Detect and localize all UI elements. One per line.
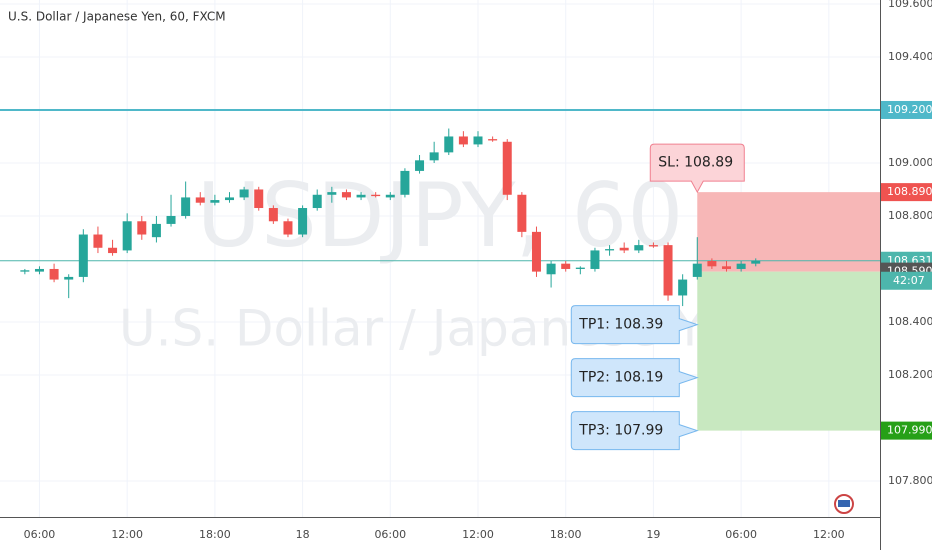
callout-box <box>570 305 699 345</box>
target-zone <box>697 271 880 431</box>
icon-flag <box>838 500 850 507</box>
candle-body <box>225 197 235 201</box>
y-tick-label: 109.000 <box>888 156 932 169</box>
candle-body <box>20 270 30 272</box>
countdown-box <box>881 271 932 290</box>
candle-body <box>429 152 439 161</box>
candle-body <box>327 192 337 195</box>
x-tick-label: 06:00 <box>374 528 406 541</box>
y-tick-label: 108.400 <box>888 315 932 328</box>
candle-body <box>663 245 673 296</box>
candle-body <box>648 245 658 247</box>
x-tick-label: 18:00 <box>550 528 582 541</box>
candle-body <box>400 170 410 195</box>
candle-body <box>312 194 322 209</box>
x-tick-label: 19 <box>646 528 660 541</box>
candle-body <box>283 221 293 235</box>
candle-body <box>356 194 366 198</box>
axis-labels: 109.600 109.400 109.000 108.800 108.400 108.2… <box>24 0 932 541</box>
candle-body <box>458 136 468 145</box>
x-tick-label: 18:00 <box>199 528 231 541</box>
price-label-box <box>881 183 932 202</box>
callout-label: SL: 108.89 <box>658 155 733 171</box>
price-label-box <box>881 421 932 440</box>
callout-box <box>570 358 699 398</box>
candle-body <box>473 136 483 145</box>
callout-box <box>649 143 745 194</box>
x-tick-label: 06:00 <box>725 528 757 541</box>
candle-body <box>34 268 44 272</box>
candle-body <box>108 247 118 254</box>
candle-body <box>371 194 381 197</box>
candle-body <box>268 208 278 222</box>
candle-body <box>561 263 571 269</box>
candle-body <box>49 268 59 280</box>
candle-body <box>415 160 425 171</box>
y-tick-label: 109.600 <box>888 0 932 10</box>
candle-body <box>722 266 732 269</box>
x-tick-label: 12:00 <box>111 528 143 541</box>
logo-icon <box>834 494 854 514</box>
time-axis <box>0 517 880 550</box>
candle-body <box>137 221 147 235</box>
candle-body <box>151 223 161 238</box>
y-tick-label: 109.400 <box>888 50 932 63</box>
grid <box>0 0 880 517</box>
candle-body <box>692 263 702 277</box>
price-label: 108.890 <box>887 185 932 198</box>
candle-body <box>751 260 761 264</box>
candle-body <box>575 267 585 269</box>
candle-body <box>298 208 308 235</box>
callout-box <box>570 411 699 451</box>
candle-body <box>736 263 746 269</box>
candle-body <box>531 231 541 272</box>
candle-body <box>341 192 351 198</box>
candle-body <box>488 139 498 141</box>
candle-body <box>64 276 74 280</box>
watermark: USDJPY, 60 U.S. Dollar / Japanese Yen <box>119 164 761 358</box>
y-tick-label: 108.800 <box>888 209 932 222</box>
candle-body <box>619 247 629 251</box>
price-label-box <box>881 100 932 119</box>
candle-body <box>678 279 688 296</box>
candle-body <box>444 136 454 153</box>
candle-body <box>93 234 103 248</box>
x-tick-label: 06:00 <box>24 528 56 541</box>
candle-body <box>634 245 644 251</box>
callout-label: TP3: 107.99 <box>578 423 663 439</box>
candle-body <box>254 189 264 209</box>
price-label: 109.200 <box>887 103 932 116</box>
candle-body <box>78 234 88 277</box>
y-tick-label: 108.200 <box>888 368 932 381</box>
callout-label: TP1: 108.39 <box>578 317 663 333</box>
stop-zone <box>697 192 880 272</box>
candle-body <box>239 189 249 198</box>
y-tick-label: 107.800 <box>888 474 932 487</box>
x-tick-label: 18 <box>296 528 310 541</box>
candle-body <box>210 200 220 203</box>
candle-body <box>517 194 527 232</box>
x-tick-label: 12:00 <box>462 528 494 541</box>
candle-body <box>195 197 205 203</box>
countdown: 42:07 <box>893 274 925 287</box>
x-tick-label: 12:00 <box>813 528 845 541</box>
candle-body <box>605 249 615 251</box>
candle-body <box>590 250 600 269</box>
candle-body <box>707 261 717 267</box>
candle-body <box>546 263 556 275</box>
candle-body <box>181 197 191 216</box>
candle-body <box>122 221 132 251</box>
plot <box>0 108 880 431</box>
chart-title: U.S. Dollar / Japanese Yen, 60, FXCM <box>8 10 226 24</box>
candle-body <box>166 215 176 224</box>
overlay: SL: 108.89 TP1: 108.39 TP2: 108.19 TP3: 107… <box>570 143 745 451</box>
candle-body <box>502 141 512 195</box>
callout-label: TP2: 108.19 <box>578 370 663 386</box>
price-label: 107.990 <box>887 424 932 437</box>
candle-body <box>385 194 395 198</box>
